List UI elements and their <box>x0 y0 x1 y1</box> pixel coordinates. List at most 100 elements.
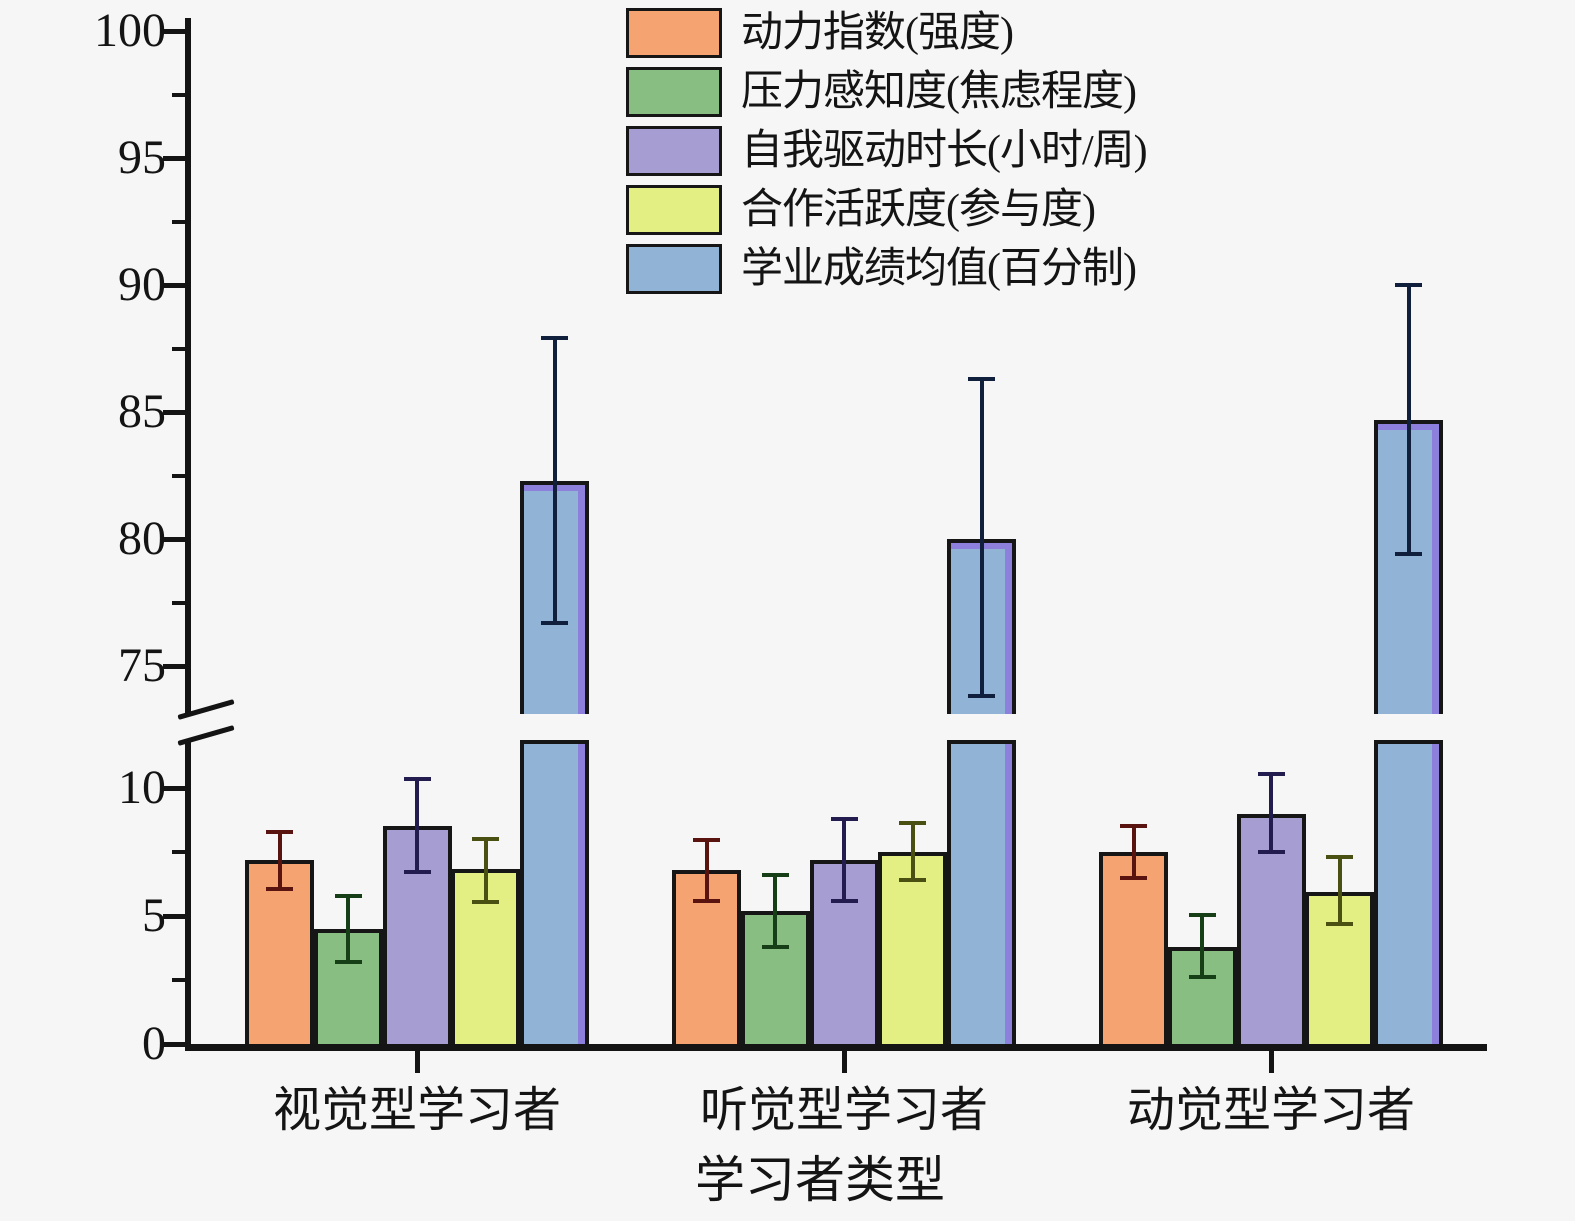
error-bar-cap-2-2-low <box>761 944 789 949</box>
y-tick-label: 90 <box>118 258 166 311</box>
y-axis-line-upper <box>185 18 191 714</box>
y-tick-label: 75 <box>118 639 166 692</box>
y-tick-label: 95 <box>118 131 166 184</box>
bar-1-group-3 <box>1099 852 1168 1048</box>
error-bar-cap-1-2-low <box>693 898 720 903</box>
error-bar-cap-1-3-low <box>1120 875 1147 880</box>
error-bar-cap-3-1-low <box>403 870 431 875</box>
error-bar-cap-5-2-high <box>968 376 996 381</box>
y-axis-major-tick <box>163 663 189 669</box>
error-bar-cap-3-3-high <box>1257 771 1285 776</box>
error-bar-cap-5-3-low <box>1395 552 1423 557</box>
legend-swatch-1 <box>626 8 722 58</box>
y-axis-minor-tick <box>172 473 189 478</box>
x-axis-tick <box>841 1051 847 1073</box>
error-bar-line-5-2 <box>979 378 984 697</box>
bar-5-group-1-lower-segment <box>520 740 590 1048</box>
y-axis-major-tick <box>163 1041 189 1047</box>
error-bar-line-2-2 <box>773 875 778 947</box>
bar-4-group-2 <box>878 852 948 1048</box>
y-axis-minor-tick <box>172 92 189 97</box>
axis-break-slash-lower <box>177 725 235 746</box>
x-axis-tick <box>414 1051 420 1073</box>
y-tick-label: 0 <box>142 1017 166 1070</box>
x-tick-label: 听觉型学习者 <box>699 1084 988 1137</box>
error-bar-cap-3-2-high <box>830 816 858 821</box>
error-bar-line-4-3 <box>1337 857 1342 924</box>
x-axis-tick <box>1268 1051 1274 1073</box>
error-bar-cap-1-3-high <box>1120 824 1147 829</box>
error-bar-line-4-2 <box>910 822 915 881</box>
y-tick-label: 100 <box>94 4 166 57</box>
error-bar-line-3-2 <box>842 818 847 901</box>
y-tick-label: 5 <box>142 889 166 942</box>
y-axis-minor-tick <box>172 219 189 224</box>
error-bar-cap-4-2-high <box>899 820 927 825</box>
error-bar-cap-4-1-low <box>472 899 500 904</box>
error-bar-cap-1-1-high <box>266 829 293 834</box>
error-bar-cap-5-1-high <box>541 336 569 341</box>
legend: 动力指数(强度) 压力感知度(焦虑程度) 自我驱动时长(小时/周) 合作活跃度(参与度… <box>626 8 1148 303</box>
legend-label-2: 压力感知度(焦虑程度) <box>741 68 1137 115</box>
legend-item-2: 压力感知度(焦虑程度) <box>626 67 1147 117</box>
x-axis-line <box>185 1044 1487 1051</box>
error-bar-line-5-3 <box>1406 285 1411 555</box>
error-bar-cap-1-1-low <box>266 887 293 892</box>
error-bar-cap-2-1-low <box>334 960 362 965</box>
error-bar-line-1-3 <box>1131 826 1136 878</box>
error-bar-cap-3-1-high <box>403 777 431 782</box>
legend-swatch-5 <box>626 244 722 294</box>
error-bar-cap-2-3-high <box>1188 912 1216 917</box>
x-tick-label: 动觉型学习者 <box>1126 1084 1415 1137</box>
legend-item-4: 合作活跃度(参与度) <box>626 185 1147 235</box>
error-bar-cap-3-2-low <box>830 898 858 903</box>
error-bar-cap-4-3-high <box>1326 855 1354 860</box>
y-axis-minor-tick <box>172 600 189 605</box>
error-bar-cap-1-2-high <box>693 838 720 843</box>
error-bar-line-3-1 <box>415 779 420 873</box>
error-bar-line-4-1 <box>483 839 488 902</box>
y-axis-major-tick <box>163 913 189 919</box>
bar-5-group-2-lower-segment <box>947 740 1017 1048</box>
error-bar-line-5-1 <box>552 338 557 623</box>
error-bar-line-1-1 <box>277 831 282 890</box>
error-bar-cap-3-3-low <box>1257 850 1285 854</box>
error-bar-cap-5-1-low <box>541 620 569 625</box>
y-axis-major-tick <box>163 536 189 542</box>
y-axis-minor-tick <box>172 346 189 351</box>
error-bar-cap-2-3-low <box>1188 975 1216 980</box>
y-tick-label: 85 <box>118 385 166 438</box>
error-bar-line-2-3 <box>1200 914 1205 978</box>
legend-swatch-4 <box>626 185 722 235</box>
legend-label-5: 学业成绩均值(百分制) <box>741 245 1137 292</box>
y-axis-major-tick <box>163 28 189 34</box>
legend-swatch-3 <box>626 126 722 176</box>
error-bar-cap-4-2-low <box>899 878 927 883</box>
error-bar-cap-4-1-high <box>472 837 500 842</box>
legend-label-3: 自我驱动时长(小时/周) <box>741 127 1148 174</box>
error-bar-cap-5-3-high <box>1395 283 1423 287</box>
error-bar-cap-2-2-high <box>761 873 789 878</box>
y-axis-minor-tick <box>172 978 189 982</box>
legend-label-1: 动力指数(强度) <box>741 9 1014 56</box>
y-axis-major-tick <box>163 785 189 791</box>
x-axis-title: 学习者类型 <box>695 1152 945 1208</box>
y-axis-line-lower <box>185 740 191 1051</box>
error-bar-cap-4-3-low <box>1326 921 1354 926</box>
legend-label-4: 合作活跃度(参与度) <box>741 186 1096 233</box>
error-bar-cap-2-1-high <box>334 893 362 898</box>
y-tick-label: 10 <box>118 761 166 814</box>
y-tick-label: 80 <box>118 512 166 565</box>
error-bar-line-2-1 <box>346 895 351 963</box>
y-axis-major-tick <box>163 155 189 161</box>
bar-5-group-3-lower-segment <box>1374 740 1444 1048</box>
legend-swatch-2 <box>626 67 722 117</box>
legend-item-1: 动力指数(强度) <box>626 8 1147 58</box>
y-axis-major-tick <box>163 409 189 415</box>
legend-item-5: 学业成绩均值(百分制) <box>626 244 1147 294</box>
error-bar-line-1-2 <box>704 840 709 901</box>
x-tick-label: 视觉型学习者 <box>272 1084 561 1137</box>
y-axis-minor-tick <box>172 850 189 854</box>
y-axis-major-tick <box>163 282 189 288</box>
error-bar-cap-5-2-low <box>968 694 996 699</box>
